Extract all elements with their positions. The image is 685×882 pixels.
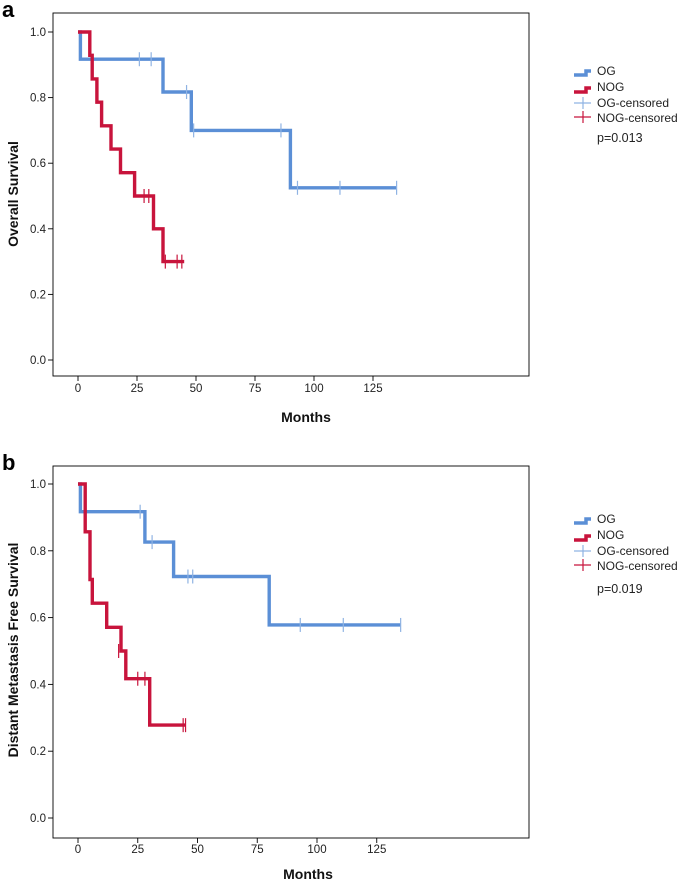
panel-b-ticks: 0 25 50 75 100 125 0.0 0.2 0.4 0.6 0.8 1.0 [30, 479, 386, 856]
legend-nog-label: NOG [597, 528, 624, 542]
panel-b-x-axis-title: Months [283, 866, 333, 882]
x-tick-label: 0 [75, 844, 81, 856]
nog-survival-curve [78, 482, 186, 727]
x-tick-label: 0 [75, 383, 81, 395]
panel-a-x-axis-title: Months [281, 409, 331, 425]
y-tick-label: 0.6 [30, 613, 46, 625]
y-tick-label: 0.0 [30, 813, 46, 825]
legend-og-censored-swatch [574, 97, 591, 109]
y-tick-label: 0.2 [30, 289, 46, 301]
y-tick-label: 0.4 [30, 224, 47, 236]
panel-b-distant-metastasis-free-survival: b Months Distant Metastasis Free Surviva… [2, 450, 678, 882]
x-tick-label: 50 [191, 844, 204, 856]
legend-nog-label: NOG [597, 80, 624, 94]
panel-a-overall-survival: a Months Overall Survival 0 25 50 75 100 1250… [2, 0, 678, 425]
y-tick-label: 0.8 [30, 93, 46, 105]
panel-a-series [78, 30, 398, 269]
panel-b-legend: OG NOG OG-censored NOG-censored [574, 512, 678, 573]
panel-a-plot-frame [52, 12, 530, 377]
panel-a-letter: a [2, 0, 15, 22]
y-tick-label: 1.0 [30, 27, 46, 39]
x-tick-label: 75 [251, 844, 264, 856]
og-survival-curve [78, 482, 401, 627]
legend-og-swatch [574, 69, 591, 77]
x-tick-label: 125 [363, 383, 382, 395]
og-survival-curve [78, 30, 397, 190]
legend-nog-censored-label: NOG-censored [597, 111, 678, 125]
panel-b-plot-frame [52, 465, 530, 839]
x-tick-label: 125 [367, 844, 386, 856]
panel-b-p-value: p=0.019 [597, 582, 643, 596]
legend-nog-censored-label: NOG-censored [597, 559, 678, 573]
panel-a-legend: OG NOG OG-censored NOG-censored [574, 64, 678, 125]
y-tick-label: 0.0 [30, 355, 46, 367]
y-tick-label: 0.6 [30, 158, 46, 170]
legend-og-censored-label: OG-censored [597, 96, 669, 110]
panel-a-ticks: 0 25 50 75 100 125 0.0 0.2 0.4 0.6 0.8 1.0 [30, 27, 383, 395]
x-tick-label: 100 [307, 844, 326, 856]
panel-b-series [78, 482, 402, 733]
panel-a-y-axis-title: Overall Survival [5, 141, 21, 247]
x-tick-label: 50 [190, 383, 203, 395]
y-tick-label: 0.8 [30, 546, 46, 558]
legend-og-label: OG [597, 64, 616, 78]
legend-og-censored-label: OG-censored [597, 544, 669, 558]
x-tick-label: 75 [249, 383, 262, 395]
legend-og-swatch [574, 517, 591, 525]
legend-og-label: OG [597, 512, 616, 526]
y-tick-label: 0.4 [30, 679, 47, 691]
legend-nog-censored-swatch [574, 111, 591, 123]
x-tick-label: 25 [131, 383, 144, 395]
nog-survival-curve [78, 30, 185, 264]
legend-nog-censored-swatch [574, 559, 591, 571]
x-tick-label: 25 [131, 844, 144, 856]
panel-b-y-axis-title: Distant Metastasis Free Survival [5, 543, 21, 758]
panel-b-letter: b [2, 450, 15, 475]
y-tick-label: 0.2 [30, 746, 46, 758]
y-tick-label: 1.0 [30, 479, 46, 491]
legend-nog-swatch [574, 86, 591, 94]
legend-nog-swatch [574, 534, 591, 542]
legend-og-censored-swatch [574, 545, 591, 557]
panel-a-p-value: p=0.013 [597, 131, 643, 145]
x-tick-label: 100 [304, 383, 323, 395]
